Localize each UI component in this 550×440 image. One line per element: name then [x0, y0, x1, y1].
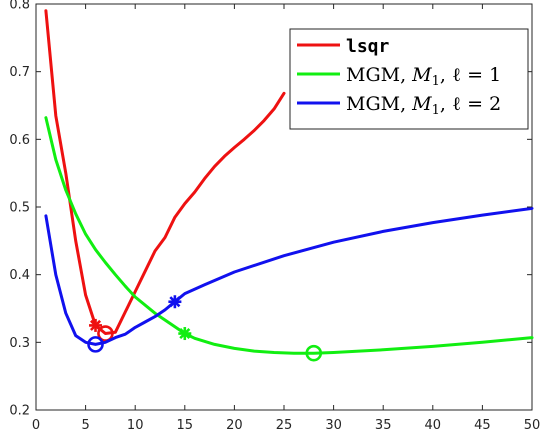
y-tick-label: 0.2 [9, 404, 30, 419]
star-marker-3 [168, 295, 182, 309]
x-tick-label: 10 [127, 418, 144, 433]
legend-entry-2: MGM, M1, ℓ = 1 [297, 64, 501, 89]
y-tick-label: 0.4 [9, 268, 30, 283]
x-tick-label: 35 [375, 418, 392, 433]
legend-label: lsqr [346, 36, 390, 57]
y-tick-label: 0.6 [9, 133, 30, 148]
legend-label-text: , ℓ = 2 [440, 93, 501, 115]
legend-label-subscript: 1 [432, 74, 440, 89]
star-marker-stroke [179, 328, 191, 340]
legend-label: MGM, M1, ℓ = 2 [346, 93, 501, 118]
y-tick-label: 0.3 [9, 336, 30, 351]
star-marker-2 [178, 327, 192, 341]
series-line-1 [44, 9, 286, 335]
star-marker-stroke [169, 296, 181, 308]
x-tick-label: 40 [425, 418, 442, 433]
circle-marker-3 [87, 336, 104, 353]
legend-label-math: M [411, 93, 432, 115]
x-tick-label: 30 [325, 418, 342, 433]
series-line-3 [44, 206, 534, 346]
x-tick-label: 5 [81, 418, 89, 433]
x-tick-label: 15 [177, 418, 194, 433]
legend-label: MGM, M1, ℓ = 1 [346, 64, 501, 89]
axes-layer: 0 5 10 15 20 25 30 35 40 45 50 0.2 0.3 0.4 0.5 0.6 0.7 0.… [9, 0, 540, 433]
legend-label-subscript: 1 [432, 103, 440, 118]
legend-label-text: , ℓ = 1 [440, 64, 501, 86]
x-tick-label: 20 [226, 418, 243, 433]
legend-label-text: MGM, [346, 93, 412, 115]
y-tick-label: 0.5 [9, 201, 30, 216]
x-tick-label: 45 [474, 418, 491, 433]
x-tick-label: 25 [276, 418, 293, 433]
legend-label-math: M [411, 64, 432, 86]
legend-label-text: MGM, [346, 64, 412, 86]
circle-marker-2 [305, 344, 323, 362]
legend-entry-1: lsqr [297, 36, 390, 57]
x-tick-label: 50 [524, 418, 541, 433]
x-tick-label: 0 [32, 418, 40, 433]
series-layer [44, 9, 534, 362]
circle-marker-1 [97, 325, 114, 342]
star-marker-1 [89, 318, 103, 332]
y-tick-label: 0.8 [9, 0, 30, 13]
star-marker-stroke [90, 319, 102, 331]
legend-entry-3: MGM, M1, ℓ = 2 [297, 93, 501, 118]
y-tick-label: 0.7 [9, 65, 30, 80]
